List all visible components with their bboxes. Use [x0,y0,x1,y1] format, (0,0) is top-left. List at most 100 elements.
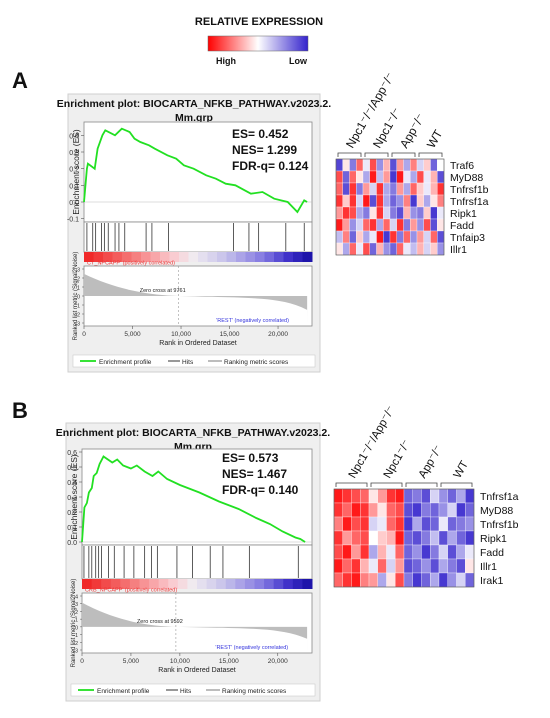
rank-color-segment [122,252,132,262]
group-bracket [418,152,443,157]
group-label: Npc1⁻/⁻ [382,438,413,481]
heatmap-cell [369,182,377,196]
gsea-title-line2: Mm.grp [175,112,213,124]
es-tick-label: 0.0 [67,540,77,547]
heatmap-cell [377,488,387,504]
heatmap-cell [403,182,411,196]
heatmap-cell [410,230,418,244]
rank-color-segment [168,579,179,589]
heatmap-cell [416,182,424,196]
gene-label: Illr1 [450,244,467,256]
panel-b: Enrichment plot: BIOCARTA_NFKB_PATHWAY.v… [56,404,519,702]
heatmap-cell [430,544,440,560]
heatmap-cell [423,230,431,244]
heatmap-cell [351,530,361,546]
heatmap-cell [342,206,350,220]
ranked-metric-fill [82,596,308,650]
heatmap-cell [389,206,397,220]
metric-tick-label: 4 [75,595,78,601]
heatmap-cell [396,242,404,256]
heatmap-cell [362,242,370,256]
heatmap-cell [395,530,405,546]
rank-color-segment [188,252,199,262]
positive-correlation-label: 'CRB_NPCAPP' (positively correlated) [84,588,177,594]
heatmap-cell [333,530,343,546]
metric-tick-label: 1 [77,286,80,292]
heatmap-cell [430,194,438,208]
heatmap-cell [342,242,350,256]
heatmap-cell [377,544,387,560]
heatmap-cell [395,516,405,532]
heatmap-cell [423,170,431,184]
rank-color-segment [93,252,104,262]
heatmap-cell [430,170,438,184]
heatmap-cell [342,544,352,560]
heatmap-cell [335,206,343,220]
heatmap-cell [342,194,350,208]
heatmap-cell [396,230,404,244]
heatmap-cell [376,158,384,172]
group-bracket [337,152,362,157]
heatmap-cell [437,170,445,184]
heatmap-cell [423,182,431,196]
heatmap-cell [356,242,364,256]
heatmap-cell [389,182,397,196]
heatmap-cell [342,530,352,546]
heatmap-cell [465,558,475,574]
rank-color-segment [235,579,246,589]
rank-color-segment [206,579,217,589]
legend-enrichment-label: Enrichment profile [97,688,150,695]
group-label: WT [424,127,446,151]
heatmap-cell [383,242,391,256]
ranked-metric-fill [84,269,308,323]
rank-color-segment [198,252,208,262]
heatmap-cell [456,516,466,532]
heatmap-cell [383,218,391,232]
heatmap-cell [369,242,377,256]
heatmap-cell [430,502,440,518]
heatmap-cell [447,488,457,504]
gene-label: Fadd [450,220,474,232]
rank-color-segment [302,579,313,589]
gene-label: Tnfrsf1a [450,196,489,208]
enrichment-profile-line [83,127,308,214]
heatmap-cell [377,516,387,532]
rank-color-segment [217,252,227,262]
rank-color-segment [283,579,294,589]
heatmap-cell [437,230,445,244]
heatmap-cell [383,206,391,220]
heatmap-cell [421,544,431,560]
heatmap-cell [368,544,378,560]
heatmap-cell [416,230,424,244]
heatmap-cell [386,572,396,588]
heatmap-cell [403,530,413,546]
es-tick-label: 0.4 [69,133,79,140]
heatmap-cell [396,158,404,172]
heatmap-cell [342,218,350,232]
heatmap-cell [456,502,466,518]
heatmap-cell [349,206,357,220]
heatmap-cell [360,558,370,574]
es-plot-area [81,448,313,546]
rank-color-segment [101,579,112,589]
heatmap-cell [396,170,404,184]
heatmap-cell [423,194,431,208]
heatmap-cell [465,516,475,532]
heatmap-cell [447,502,457,518]
heatmap-cell [416,242,424,256]
gsea-legend-box [70,683,316,697]
es-tick-label: 0.2 [67,510,77,517]
rank-color-segment [149,579,160,589]
heatmap-cell [356,218,364,232]
es-tick-label: 0.1 [67,525,77,532]
heatmap-cell [386,558,396,574]
rank-color-segment [179,252,189,262]
heatmap-cell [412,516,422,532]
heatmap-cell [421,516,431,532]
heatmap-cell [403,206,411,220]
metric-tick-label: -3 [75,322,80,328]
heatmap-cell [438,502,448,518]
metric-tick-label: 1 [75,618,78,624]
heatmap-cell [377,558,387,574]
legend-title: RELATIVE EXPRESSION [195,16,323,28]
